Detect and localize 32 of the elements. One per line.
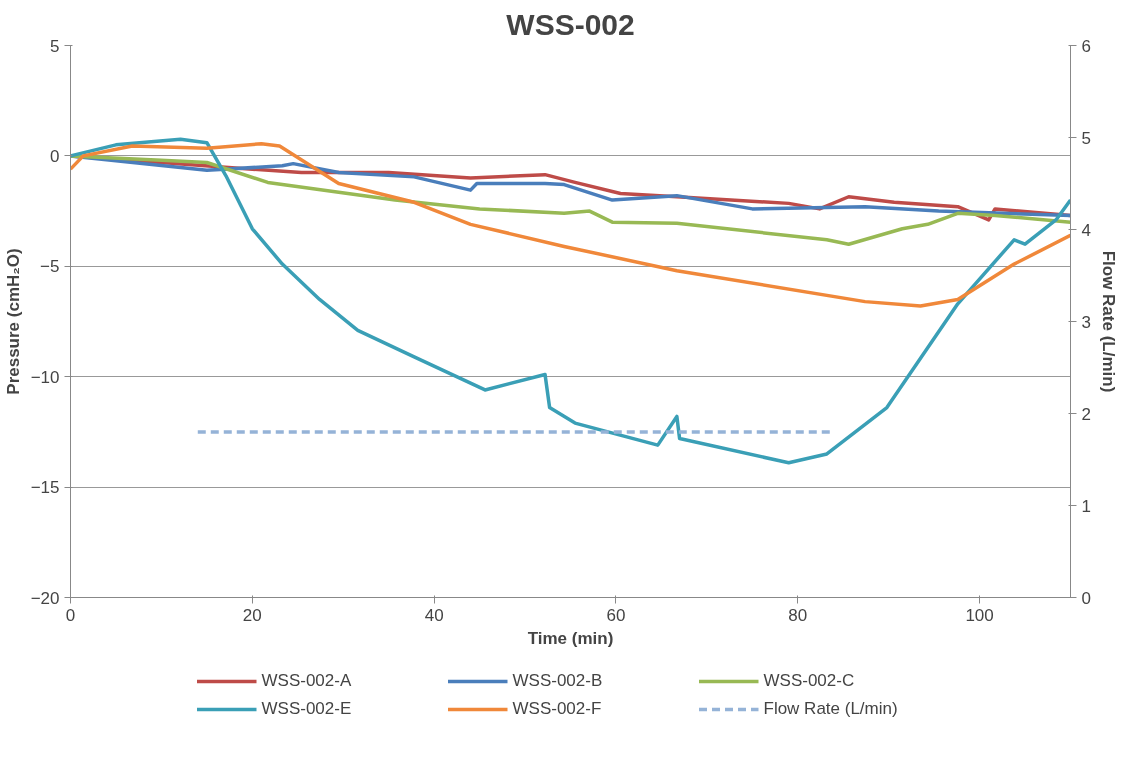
y-tick-label: 0 [50,146,60,166]
legend-label: WSS-002-A [261,670,353,692]
y2-axis-title: Flow Rate (L/min) [1098,250,1118,393]
y-tick-label: −20 [30,588,60,608]
legend-label: Flow Rate (L/min) [763,698,899,720]
y-tick-label: −15 [30,478,60,498]
line-series [70,142,1071,308]
legend-label: WSS-002-E [261,698,353,720]
line-series [70,154,1071,246]
x-tick-label: 20 [242,605,262,625]
chart-title: WSS-002 [506,7,635,41]
y2-tick-label: 6 [1081,36,1091,56]
y-tick-label: 5 [50,36,60,56]
y-axis-title: Pressure (cmH₂O) [3,248,23,395]
legend-label: WSS-002-B [512,670,604,692]
x-tick-label: 60 [606,605,626,625]
x-tick-label: 100 [965,605,994,625]
y-tick-label: −5 [40,257,60,277]
y2-tick-label: 0 [1081,588,1091,608]
y-tick-label: −10 [30,367,60,387]
y2-tick-label: 4 [1081,220,1091,240]
y2-tick-label: 1 [1081,496,1091,516]
line-series [70,137,1071,465]
y2-tick-label: 5 [1081,128,1091,148]
y2-tick-label: 2 [1081,404,1091,424]
x-tick-label: 40 [424,605,444,625]
x-tick-label: 80 [788,605,808,625]
x-tick-label: 0 [65,605,76,625]
legend-label: WSS-002-F [512,698,603,720]
x-axis-title: Time (min) [527,628,614,648]
y2-tick-label: 3 [1081,312,1091,332]
legend-label: WSS-002-C [763,670,856,692]
